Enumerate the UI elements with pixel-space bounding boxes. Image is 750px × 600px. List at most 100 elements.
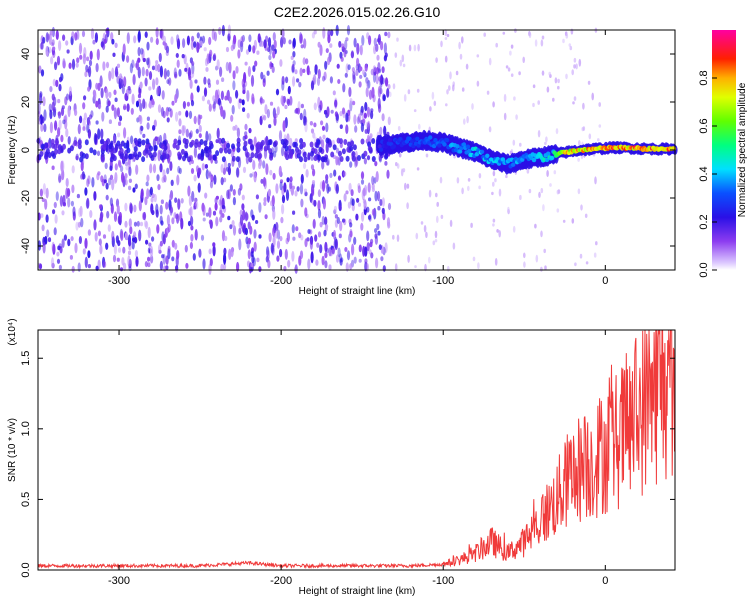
spectrogram-cell <box>365 262 369 272</box>
spectrogram-cell <box>276 106 280 116</box>
spectrogram-cell <box>325 122 329 133</box>
spectrogram-cell <box>374 161 378 167</box>
spectrogram-cell <box>573 96 577 101</box>
spectrogram-cell <box>360 171 365 180</box>
spectrogram-cell <box>220 105 224 117</box>
spectrogram-cell <box>321 180 326 192</box>
spectrogram-cell <box>212 103 216 109</box>
spectrogram-cell <box>446 89 449 95</box>
spectrogram-cell <box>284 248 288 260</box>
spectrogram-cell <box>540 230 543 238</box>
spectrogram-cell <box>272 141 277 148</box>
spectrogram-cell <box>513 96 516 101</box>
spectrogram-cell <box>156 174 160 182</box>
spectrogram-cell <box>128 239 132 247</box>
spectrogram-cell <box>268 124 272 129</box>
spectrogram-cell <box>141 139 146 146</box>
spectrogram-cell <box>70 200 74 207</box>
spectrogram-cell <box>188 208 192 216</box>
spectrogram-cell <box>574 262 577 267</box>
spectrogram-cell <box>366 242 370 252</box>
spectrogram-cell <box>142 149 147 156</box>
spectrogram-cell <box>235 167 240 178</box>
spectrogram-cell <box>113 211 118 222</box>
spectrogram-cell <box>542 204 545 212</box>
spectrogram-cell <box>485 153 490 158</box>
spectrogram-cell <box>351 243 355 256</box>
spectrogram-cell <box>418 123 421 130</box>
spectrogram-cell <box>275 221 279 232</box>
spectrogram-cell <box>512 139 516 146</box>
colorbar: 0.0 0.2 0.4 0.6 0.8 Normalized spectral ampl… <box>698 30 748 278</box>
spectrogram-cell <box>57 111 61 116</box>
spectrogram-cell <box>51 26 56 38</box>
spectrogram-cell <box>92 149 97 156</box>
spectrogram-cell <box>320 120 324 126</box>
spectrogram-cell <box>292 37 296 49</box>
spectrogram-cell <box>436 215 439 223</box>
spectrogram-cell <box>291 63 295 73</box>
spectrogram-cell <box>537 100 540 105</box>
spectrogram-cell <box>455 144 460 149</box>
spectrogram-cell <box>51 165 55 171</box>
spectrogram-cell <box>166 167 170 175</box>
spectrogram-cell <box>299 112 303 121</box>
spectrogram-cell <box>178 167 182 175</box>
spectrogram-cell <box>215 79 220 85</box>
spectrogram-cell <box>86 56 90 62</box>
spectrogram-cell <box>285 189 290 201</box>
spectrogram-cell <box>192 205 197 210</box>
spectrogram-cell <box>220 163 224 173</box>
spectrogram-cell <box>327 34 331 44</box>
spectrogram-cell <box>175 213 179 220</box>
spectrogram-cell <box>291 185 295 190</box>
spectrogram-cell <box>76 57 80 64</box>
spectrogram-cell <box>112 254 117 263</box>
spectrogram-cell <box>338 40 342 48</box>
spectrogram-cell <box>209 180 214 189</box>
spectrogram-cell <box>137 66 141 79</box>
spectrogram-cell <box>51 93 55 101</box>
spectrogram-cell <box>150 36 154 43</box>
spectrogram-cell <box>94 32 98 43</box>
spectrogram-cell <box>150 203 154 214</box>
spectrogram-cell <box>117 215 121 225</box>
spectrogram-cell <box>378 76 382 82</box>
spectrogram-cell <box>126 32 130 44</box>
spectrogram-cell <box>218 27 222 35</box>
spectrogram-cell <box>491 191 494 196</box>
y-tick-label: 1.5 <box>20 351 32 366</box>
spectrogram-cell <box>286 232 290 243</box>
spectrogram-cell <box>188 75 192 81</box>
spectrogram-cell <box>204 192 208 199</box>
spectrogram-cell <box>63 234 67 241</box>
spectrogram-cell <box>245 49 250 55</box>
spectrogram-cell <box>129 226 133 235</box>
spectrogram-cell <box>378 244 382 251</box>
spectrogram-cell <box>128 258 132 268</box>
spectrogram-cell <box>156 224 160 234</box>
snr-multiplier: (x10⁴) <box>7 318 18 345</box>
spectrogram-cell <box>105 242 109 250</box>
spectrogram-cell <box>227 215 231 221</box>
spectrogram-cell <box>218 199 222 206</box>
spectrogram-cell <box>219 216 223 223</box>
spectrogram-cell <box>189 79 193 89</box>
spectrogram-cell <box>60 160 64 173</box>
spectrogram-cell <box>157 184 161 191</box>
spectrogram-cell <box>356 116 360 125</box>
spectrogram-cell <box>249 173 253 178</box>
spectrogram-cell <box>449 71 452 80</box>
y-tick-label: -40 <box>20 238 32 254</box>
spectrogram-cell <box>116 257 120 262</box>
spectrogram-cell <box>288 39 292 45</box>
spectrogram-cell <box>287 98 291 107</box>
spectrogram-cell <box>327 186 332 192</box>
spectrogram-cell <box>76 193 80 199</box>
spectrogram-cell <box>397 125 401 131</box>
spectrogram-cell <box>116 204 120 215</box>
spectrogram-cell <box>356 42 360 55</box>
spectrogram-cell <box>111 230 115 242</box>
spectrogram-cell <box>385 78 389 87</box>
spectrogram-cell <box>299 138 304 144</box>
